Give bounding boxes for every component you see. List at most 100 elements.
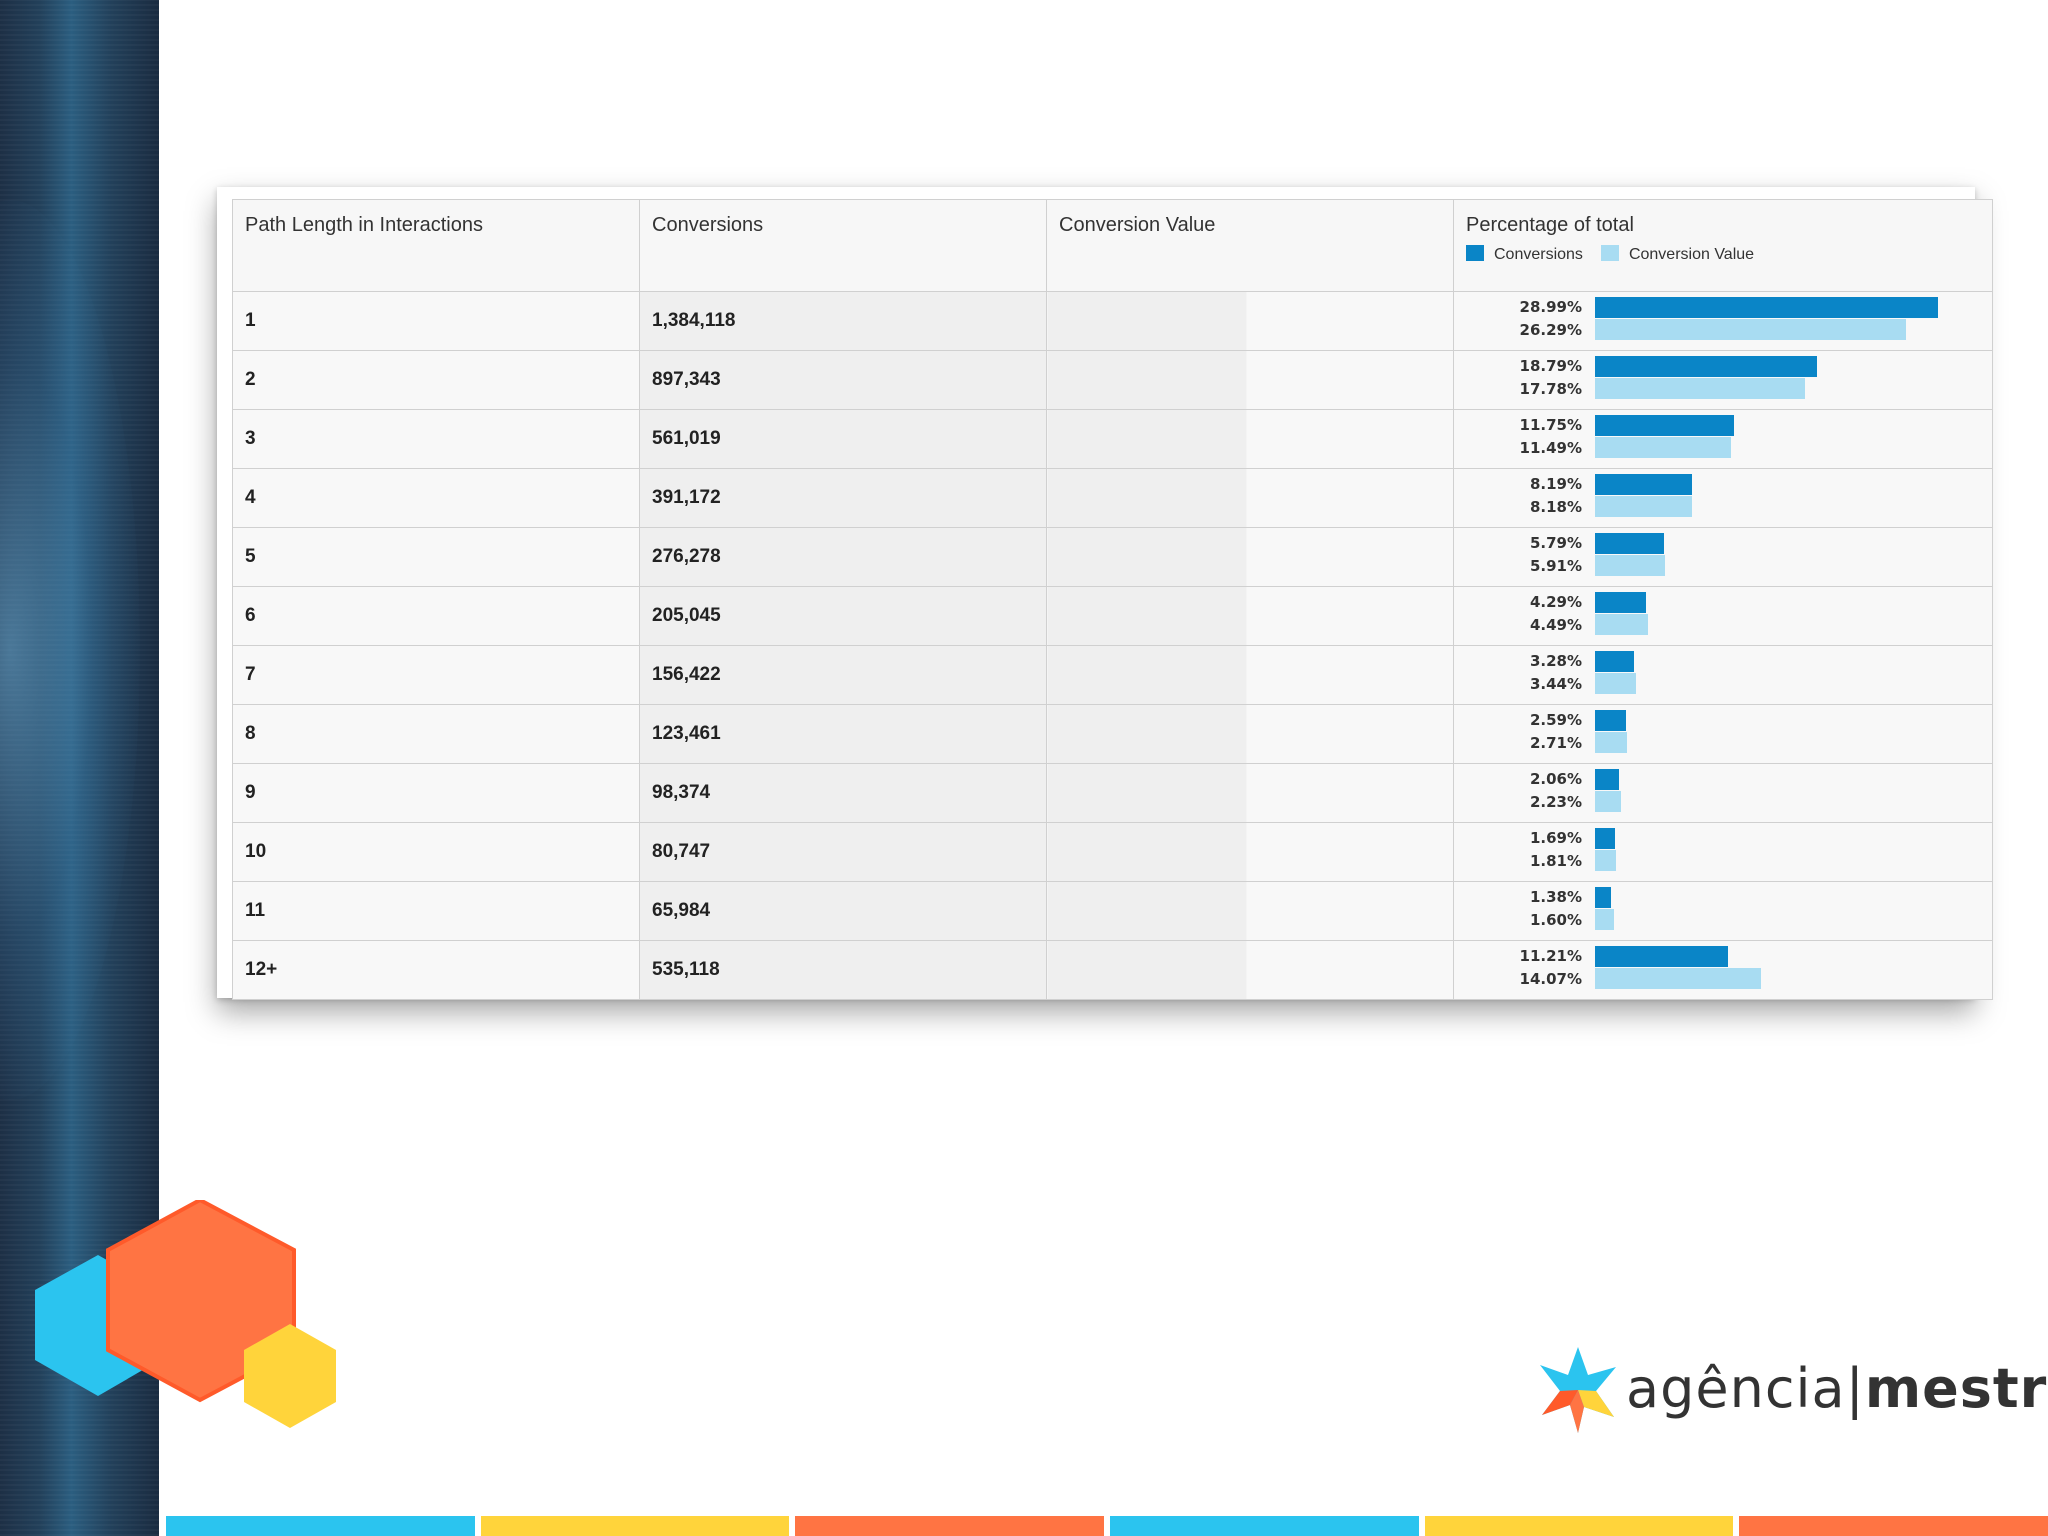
hexagons-decoration: [35, 1200, 336, 1428]
bar-conversion-value: [1595, 791, 1622, 812]
cell-conversions: 276,278: [639, 527, 1047, 587]
legend-item-conversion-value: Conversion Value: [1600, 245, 1755, 264]
cell-path-length: 5: [232, 527, 640, 587]
star-logo-icon: [1540, 1347, 1616, 1433]
stripe-yellow: [480, 1516, 790, 1536]
table-row[interactable]: 2 897,343 18.79% 17.78%: [232, 350, 1993, 410]
cell-percentage: 3.28% 3.44%: [1453, 645, 1993, 705]
stripe-cyan: [166, 1516, 475, 1536]
table-row[interactable]: 4 391,172 8.19% 8.18%: [232, 468, 1993, 528]
yellow-hexagon: [244, 1324, 336, 1428]
pct-conversions-label: 3.28%: [1529, 652, 1582, 670]
cell-conversion-value: [1046, 291, 1454, 351]
pct-conversion-value-label: 1.81%: [1529, 852, 1582, 870]
cell-percentage: 2.59% 2.71%: [1453, 704, 1993, 764]
bar-conversions: [1595, 474, 1692, 495]
table-row[interactable]: 1 1,384,118 28.99% 26.29%: [232, 291, 1993, 351]
path-length-table: Path Length in Interactions Conversions …: [232, 199, 1993, 1000]
agencia-mestre-logo: agência|mestre: [1538, 1345, 2048, 1435]
cell-percentage: 1.38% 1.60%: [1453, 881, 1993, 941]
bar-conversion-value: [1595, 319, 1907, 340]
cell-path-length: 2: [232, 350, 640, 410]
cell-percentage: 1.69% 1.81%: [1453, 822, 1993, 882]
bar-conversions: [1595, 887, 1612, 908]
header-path-length[interactable]: Path Length in Interactions: [232, 199, 640, 292]
pct-conversions-label: 5.79%: [1529, 534, 1582, 552]
sidebar-decoration: [0, 0, 159, 1536]
table-row[interactable]: 8 123,461 2.59% 2.71%: [232, 704, 1993, 764]
bar-conversion-value: [1595, 496, 1692, 517]
report-card: Path Length in Interactions Conversions …: [217, 187, 1993, 1000]
logo-text-mestre: mestre: [1864, 1357, 2048, 1420]
table-row[interactable]: 3 561,019 11.75% 11.49%: [232, 409, 1993, 469]
cell-path-length: 8: [232, 704, 640, 764]
cell-percentage: 2.06% 2.23%: [1453, 763, 1993, 823]
table-row[interactable]: 9 98,374 2.06% 2.23%: [232, 763, 1993, 823]
logo-text-agencia: agência: [1626, 1357, 1846, 1420]
bar-conversion-value: [1595, 909, 1614, 930]
bar-conversions: [1595, 415, 1735, 436]
cell-path-length: 10: [232, 822, 640, 882]
cell-percentage: 8.19% 8.18%: [1453, 468, 1993, 528]
bar-conversion-value: [1595, 437, 1731, 458]
cell-conversion-value: [1046, 527, 1454, 587]
table-row[interactable]: 5 276,278 5.79% 5.91%: [232, 527, 1993, 587]
logo-wordmark: agência|mestre: [1626, 1357, 2048, 1420]
table-row[interactable]: 12+ 535,118 11.21% 14.07%: [232, 940, 1993, 1000]
pct-conversions-label: 4.29%: [1529, 593, 1582, 611]
cell-conversions: 535,118: [639, 940, 1047, 1000]
cell-path-length: 6: [232, 586, 640, 646]
bar-conversion-value: [1595, 850, 1617, 871]
cell-conversions: 205,045: [639, 586, 1047, 646]
cell-conversions: 1,384,118: [639, 291, 1047, 351]
chart-legend: Conversions Conversion Value: [1466, 245, 1980, 264]
bar-conversions: [1595, 592, 1646, 613]
pct-conversion-value-label: 1.60%: [1529, 911, 1582, 929]
cell-conversions: 123,461: [639, 704, 1047, 764]
cell-conversions: 65,984: [639, 881, 1047, 941]
pct-conversions-label: 11.21%: [1519, 947, 1582, 965]
cell-conversion-value: [1046, 350, 1454, 410]
pct-conversions-label: 11.75%: [1519, 416, 1582, 434]
header-conversion-value[interactable]: Conversion Value: [1046, 199, 1454, 292]
pct-conversions-label: 8.19%: [1529, 475, 1582, 493]
cell-path-length: 12+: [232, 940, 640, 1000]
bar-conversion-value: [1595, 614, 1649, 635]
pct-conversions-label: 2.59%: [1529, 711, 1582, 729]
cell-conversion-value: [1046, 409, 1454, 469]
cell-conversion-value: [1046, 763, 1454, 823]
cell-conversion-value: [1046, 881, 1454, 941]
cell-conversion-value: [1046, 468, 1454, 528]
pct-conversions-label: 28.99%: [1519, 298, 1582, 316]
table-row[interactable]: 11 65,984 1.38% 1.60%: [232, 881, 1993, 941]
table-row[interactable]: 7 156,422 3.28% 3.44%: [232, 645, 1993, 705]
header-percentage-of-total[interactable]: Percentage of total Conversions Conversi…: [1453, 199, 1993, 292]
pct-conversion-value-label: 2.23%: [1529, 793, 1582, 811]
cell-conversion-value: [1046, 704, 1454, 764]
cell-path-length: 1: [232, 291, 640, 351]
pct-conversions-label: 1.38%: [1529, 888, 1582, 906]
bar-conversion-value: [1595, 378, 1806, 399]
pct-conversion-value-label: 2.71%: [1529, 734, 1582, 752]
cell-path-length: 7: [232, 645, 640, 705]
cell-conversions: 98,374: [639, 763, 1047, 823]
cell-conversion-value: [1046, 586, 1454, 646]
table-row[interactable]: 10 80,747 1.69% 1.81%: [232, 822, 1993, 882]
percentage-header-title: Percentage of total: [1466, 214, 1634, 236]
bar-conversions: [1595, 769, 1620, 790]
cell-conversions: 561,019: [639, 409, 1047, 469]
cell-path-length: 11: [232, 881, 640, 941]
pct-conversions-label: 1.69%: [1529, 829, 1582, 847]
legend-swatch-conversion-value: [1600, 245, 1619, 261]
cell-percentage: 11.75% 11.49%: [1453, 409, 1993, 469]
legend-label-conversion-value: Conversion Value: [1628, 246, 1755, 263]
header-conversions[interactable]: Conversions: [639, 199, 1047, 292]
logo-separator: |: [1845, 1357, 1865, 1420]
bar-conversion-value: [1595, 673, 1636, 694]
pct-conversions-label: 2.06%: [1529, 770, 1582, 788]
cell-percentage: 28.99% 26.29%: [1453, 291, 1993, 351]
table-row[interactable]: 6 205,045 4.29% 4.49%: [232, 586, 1993, 646]
table-header-row: Path Length in Interactions Conversions …: [232, 199, 1993, 292]
stripe-cyan-2: [1110, 1516, 1419, 1536]
bar-conversions: [1595, 533, 1664, 554]
